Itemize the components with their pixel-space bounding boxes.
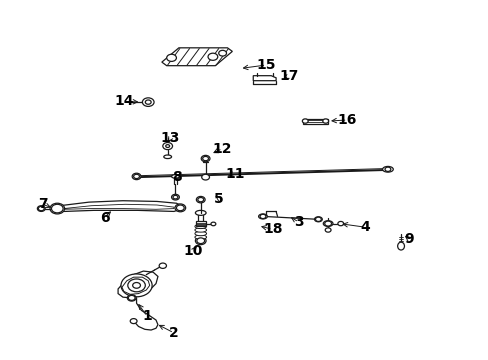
- Circle shape: [207, 53, 217, 60]
- Circle shape: [176, 205, 184, 211]
- Circle shape: [202, 157, 208, 161]
- Ellipse shape: [132, 173, 141, 180]
- Ellipse shape: [201, 174, 209, 180]
- Circle shape: [302, 119, 307, 123]
- Text: 11: 11: [224, 167, 244, 181]
- Text: 15: 15: [256, 58, 276, 72]
- Text: 13: 13: [161, 131, 180, 145]
- Circle shape: [51, 204, 63, 213]
- Text: 17: 17: [279, 69, 298, 83]
- Text: 3: 3: [294, 215, 303, 229]
- Circle shape: [163, 143, 172, 150]
- Circle shape: [132, 283, 140, 288]
- Circle shape: [145, 100, 151, 104]
- Circle shape: [128, 296, 135, 300]
- Polygon shape: [162, 48, 232, 66]
- Polygon shape: [63, 204, 174, 209]
- Circle shape: [198, 198, 203, 202]
- Circle shape: [218, 50, 226, 56]
- Ellipse shape: [323, 221, 332, 226]
- Text: 10: 10: [183, 244, 203, 258]
- Polygon shape: [253, 76, 276, 81]
- Ellipse shape: [195, 224, 206, 229]
- Ellipse shape: [195, 235, 206, 239]
- Text: 1: 1: [142, 310, 152, 323]
- Ellipse shape: [201, 156, 209, 162]
- Circle shape: [142, 98, 154, 107]
- Ellipse shape: [337, 221, 343, 226]
- Ellipse shape: [210, 222, 215, 226]
- Ellipse shape: [258, 214, 267, 219]
- Text: 6: 6: [100, 211, 109, 225]
- Circle shape: [165, 145, 169, 148]
- Circle shape: [133, 174, 139, 179]
- Polygon shape: [302, 118, 327, 123]
- Ellipse shape: [163, 155, 171, 158]
- Ellipse shape: [195, 210, 205, 215]
- Ellipse shape: [196, 197, 204, 203]
- Text: 4: 4: [360, 220, 369, 234]
- Ellipse shape: [382, 166, 392, 172]
- Polygon shape: [57, 201, 181, 211]
- Circle shape: [127, 279, 145, 292]
- Text: 5: 5: [214, 192, 224, 206]
- Ellipse shape: [325, 228, 330, 232]
- Circle shape: [121, 274, 152, 297]
- Ellipse shape: [171, 175, 179, 178]
- Text: 14: 14: [114, 94, 133, 108]
- Text: 8: 8: [172, 170, 182, 184]
- Ellipse shape: [314, 217, 322, 222]
- Ellipse shape: [397, 242, 404, 250]
- Ellipse shape: [127, 295, 136, 301]
- Circle shape: [315, 217, 321, 221]
- Polygon shape: [122, 277, 149, 294]
- Circle shape: [324, 221, 331, 226]
- Circle shape: [260, 214, 265, 219]
- Circle shape: [38, 206, 44, 211]
- Ellipse shape: [195, 231, 206, 236]
- Text: 2: 2: [169, 326, 179, 340]
- Circle shape: [166, 54, 176, 62]
- Circle shape: [173, 195, 178, 199]
- Ellipse shape: [130, 319, 137, 324]
- Ellipse shape: [175, 204, 185, 212]
- Ellipse shape: [159, 263, 166, 269]
- Polygon shape: [196, 221, 205, 226]
- Circle shape: [197, 238, 204, 244]
- Circle shape: [322, 119, 328, 123]
- Text: 12: 12: [212, 141, 232, 156]
- Ellipse shape: [171, 194, 179, 200]
- Text: 16: 16: [337, 113, 357, 127]
- Text: 7: 7: [38, 197, 47, 211]
- Circle shape: [384, 167, 390, 171]
- Ellipse shape: [195, 237, 205, 245]
- Ellipse shape: [37, 206, 45, 211]
- Ellipse shape: [50, 203, 64, 214]
- Text: 18: 18: [263, 222, 282, 236]
- Ellipse shape: [195, 228, 206, 232]
- Polygon shape: [118, 271, 158, 298]
- Text: 9: 9: [403, 232, 413, 246]
